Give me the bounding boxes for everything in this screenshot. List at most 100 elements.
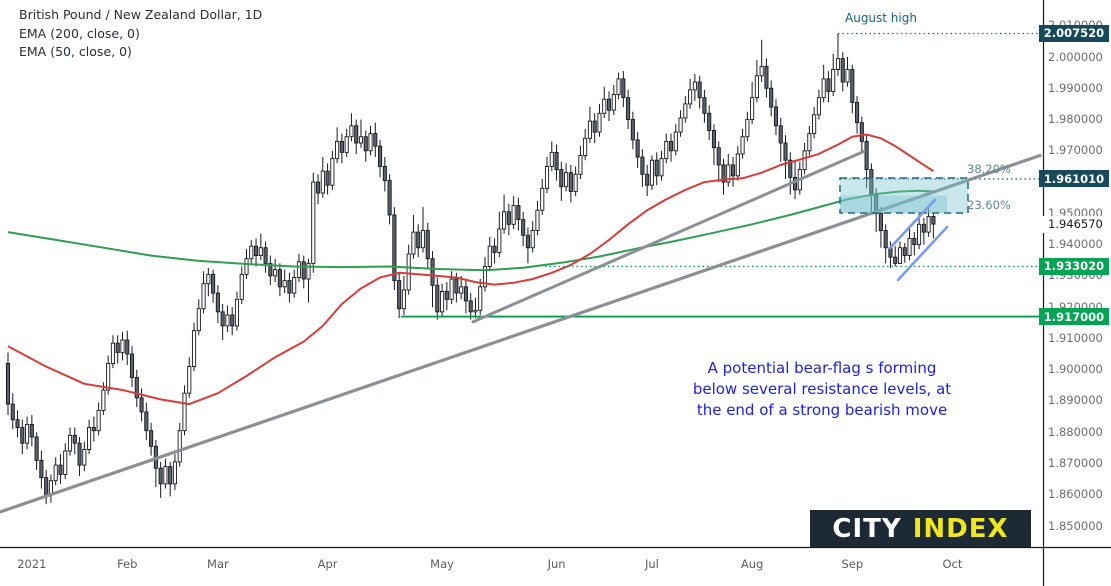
analysis-note-line3: the end of a strong bearish move xyxy=(696,401,948,419)
candle-body xyxy=(463,286,468,302)
candle-body xyxy=(783,142,788,161)
candle-body xyxy=(754,75,759,99)
month-label: Jun xyxy=(547,557,566,571)
candle-body xyxy=(106,362,111,391)
candle-body xyxy=(44,477,49,496)
candle-body xyxy=(58,464,63,475)
price-tick-label: 1.990000 xyxy=(1048,80,1103,95)
candle-body xyxy=(182,392,187,432)
candle-body xyxy=(215,292,220,313)
resistance-zone[interactable] xyxy=(840,178,968,214)
candle-body xyxy=(921,223,926,233)
bear-flag-line[interactable] xyxy=(888,198,937,250)
candle-body xyxy=(416,231,421,249)
candle-body xyxy=(435,284,440,313)
price-tick-label: 1.890000 xyxy=(1048,393,1103,408)
month-label: Aug xyxy=(740,557,764,571)
candle-body xyxy=(72,434,77,444)
candle-body xyxy=(10,403,15,421)
candle-body xyxy=(554,151,559,171)
candle-body xyxy=(101,389,106,411)
candle-body xyxy=(530,230,535,249)
month-label: Apr xyxy=(317,557,338,571)
candle-body xyxy=(917,223,922,246)
candle-body xyxy=(440,291,445,313)
candle-body xyxy=(39,459,44,479)
candle-body xyxy=(864,140,869,171)
month-label: 2021 xyxy=(17,557,47,571)
price-badge: 1.933020 xyxy=(1039,257,1109,275)
trendline[interactable] xyxy=(471,149,866,324)
candle-body xyxy=(564,172,569,188)
month-label: Feb xyxy=(117,557,138,571)
candle-body xyxy=(759,65,764,77)
candle-body xyxy=(87,427,92,450)
candle-body xyxy=(812,114,817,135)
ema200-line[interactable] xyxy=(7,189,934,272)
ema50-label[interactable]: EMA (50, close, 0) xyxy=(19,44,132,59)
analysis-note: A potential bear-flag s forming below se… xyxy=(652,358,992,421)
candle-body xyxy=(516,205,521,221)
candle-body xyxy=(645,173,650,186)
candle-body xyxy=(845,69,850,83)
candle-body xyxy=(473,309,478,313)
candle-body xyxy=(110,342,115,364)
candle-body xyxy=(649,159,654,186)
candle-body xyxy=(831,69,836,92)
ema200-label[interactable]: EMA (200, close, 0) xyxy=(19,25,140,41)
candle-body xyxy=(306,262,311,280)
price-tick-label: 1.860000 xyxy=(1048,487,1103,502)
candle-body xyxy=(668,140,674,152)
candle-body xyxy=(702,97,707,114)
candle-body xyxy=(525,234,530,249)
candle-body xyxy=(339,140,344,153)
candle-body xyxy=(378,145,383,167)
candle-body xyxy=(249,245,254,260)
candle-body xyxy=(411,231,416,255)
candle-body xyxy=(139,397,144,413)
price-badge: 1.946570 xyxy=(1039,215,1109,233)
candle-body xyxy=(420,230,426,249)
candle-body xyxy=(211,273,216,294)
candle-body xyxy=(311,181,316,264)
candle-body xyxy=(320,170,325,194)
candle-body xyxy=(292,277,297,294)
candle-body xyxy=(277,269,282,288)
candle-body xyxy=(468,300,473,313)
candle-body xyxy=(568,172,573,192)
price-badge: 1.917000 xyxy=(1039,308,1109,326)
candle-body xyxy=(778,125,783,144)
candle-body xyxy=(750,97,755,120)
candle-body xyxy=(726,164,731,183)
candle-body xyxy=(392,214,397,282)
candle-body xyxy=(287,280,292,294)
candle-body xyxy=(449,278,454,300)
candle-body xyxy=(788,159,793,178)
candle-body xyxy=(368,133,373,152)
candle-body xyxy=(602,98,607,114)
bear-flag-line[interactable] xyxy=(896,225,949,282)
candle-body xyxy=(745,119,750,138)
price-tick-label: 1.970000 xyxy=(1048,143,1103,158)
fib-23-label: 23.60% xyxy=(967,198,1011,212)
trendline[interactable] xyxy=(0,153,1042,514)
candle-body xyxy=(172,461,178,485)
candle-body xyxy=(177,430,182,463)
candle-body xyxy=(20,427,25,444)
candle-body xyxy=(330,158,335,186)
candle-body xyxy=(397,280,402,310)
candle-body xyxy=(273,269,278,277)
candle-body xyxy=(893,256,898,264)
candle-body xyxy=(902,247,907,257)
candle-body xyxy=(683,103,688,119)
candle-body xyxy=(673,131,678,152)
candle-body xyxy=(931,216,936,225)
ema50-line[interactable] xyxy=(7,133,934,406)
candle-body xyxy=(115,342,120,353)
candle-body xyxy=(769,87,774,108)
candle-body xyxy=(883,230,888,249)
price-tick-label: 1.870000 xyxy=(1048,456,1103,470)
candle-body xyxy=(134,377,139,399)
candle-body xyxy=(587,120,592,139)
